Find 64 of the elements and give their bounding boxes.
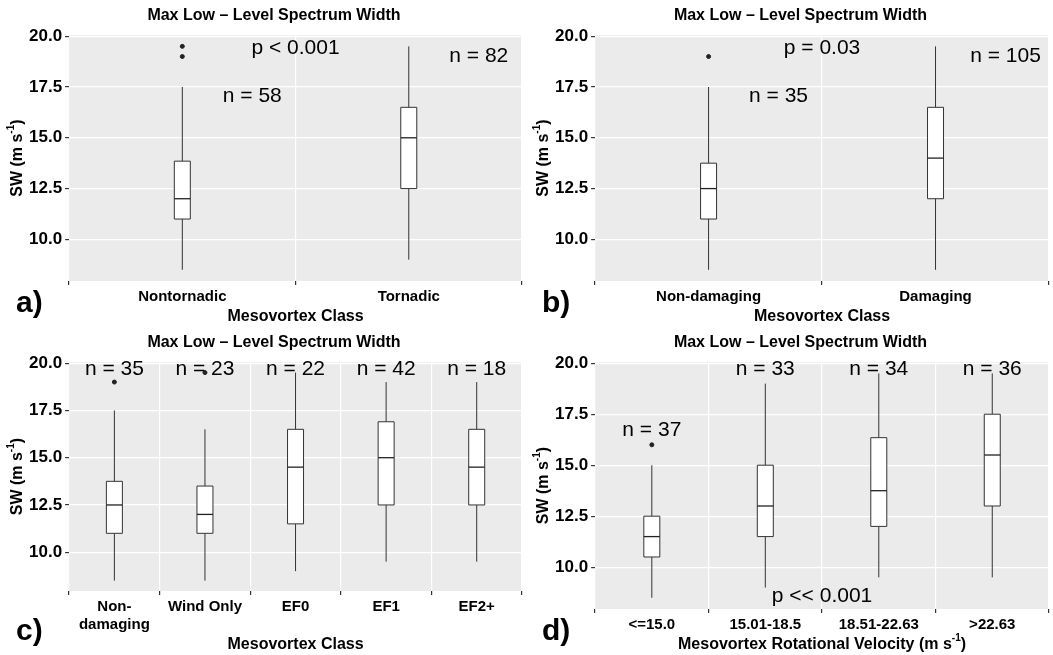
y-axis-title: SW (m s-1) xyxy=(531,446,552,525)
annotation: n = 33 xyxy=(735,356,795,380)
annotation: p << 0.001 xyxy=(771,583,873,607)
annotation: p < 0.001 xyxy=(251,35,340,59)
y-tick-label: 12.5 xyxy=(28,494,63,514)
x-tick-label: Non-damaging xyxy=(656,287,762,305)
annotation: n = 35 xyxy=(749,83,809,107)
annotation: n = 18 xyxy=(447,356,507,380)
chart-title: Max Low – Level Spectrum Width xyxy=(147,333,401,351)
y-tick-label: 17.5 xyxy=(28,76,63,96)
y-axis-title: SW (m s-1) xyxy=(5,119,26,197)
chart-title: Max Low – Level Spectrum Width xyxy=(673,6,928,24)
x-tick-label: 18.51-22.63 xyxy=(838,615,919,633)
y-tick-label: 12.5 xyxy=(554,178,589,198)
annotation: n = 34 xyxy=(849,356,909,380)
x-tick-label: EF1 xyxy=(372,597,400,615)
annotation: n = 105 xyxy=(970,42,1041,66)
text: d) xyxy=(542,613,571,647)
y-tick-label: 12.5 xyxy=(28,178,63,198)
y-tick-label: 12.5 xyxy=(554,505,589,525)
annotation: n = 82 xyxy=(449,42,509,66)
x-tick-label: >22.63 xyxy=(969,615,1016,633)
annotation: p = 0.03 xyxy=(783,35,861,59)
annotation: n = 22 xyxy=(266,356,326,380)
chart-title: Max Low – Level Spectrum Width xyxy=(147,6,401,24)
y-tick-label: 20.0 xyxy=(554,25,589,45)
annotation: n = 35 xyxy=(84,356,144,380)
y-tick-label: 17.5 xyxy=(28,400,63,420)
y-tick-label: 15.0 xyxy=(28,127,63,147)
x-tick-label: EF2+ xyxy=(458,597,496,615)
y-axis-title: SW (m s-1) xyxy=(531,119,552,197)
x-tick-label: EF0 xyxy=(281,597,310,615)
y-tick-label: 20.0 xyxy=(28,352,63,372)
annotation: n = 23 xyxy=(175,356,235,380)
y-tick-label: 15.0 xyxy=(554,454,589,474)
annotation: n = 58 xyxy=(222,83,282,107)
chart-title: Max Low – Level Spectrum Width xyxy=(673,333,928,351)
y-tick-label: 20.0 xyxy=(554,352,589,372)
y-tick-label: 17.5 xyxy=(554,403,589,423)
y-tick-label: 15.0 xyxy=(28,447,63,467)
x-tick-label: <=15.0 xyxy=(628,615,676,633)
y-axis-title: SW (m s-1) xyxy=(5,437,26,516)
x-tick-label: 15.01-18.5 xyxy=(729,615,802,633)
x-tick-label: Wind Only xyxy=(167,597,243,615)
y-tick-label: 10.0 xyxy=(554,229,589,249)
x-tick-label: Tornadic xyxy=(377,287,440,305)
text: c) xyxy=(16,613,43,647)
y-tick-label: 15.0 xyxy=(554,127,589,147)
annotation: n = 42 xyxy=(356,356,416,380)
x-tick-label: Damaging xyxy=(899,287,972,305)
y-tick-label: 20.0 xyxy=(28,25,63,45)
y-tick-label: 10.0 xyxy=(28,229,63,249)
x-axis-title: Mesovortex Class xyxy=(754,307,891,325)
x-axis-title: Mesovortex Class xyxy=(227,307,364,325)
y-tick-label: 10.0 xyxy=(28,541,63,561)
y-tick-label: 10.0 xyxy=(554,556,589,576)
annotation: n = 37 xyxy=(622,417,682,441)
x-tick-label: Nontornadic xyxy=(138,287,227,305)
text: b) xyxy=(542,285,571,319)
x-axis-title: Mesovortex Class xyxy=(227,635,364,653)
text: a) xyxy=(16,285,43,319)
y-tick-label: 17.5 xyxy=(554,76,589,96)
annotation: n = 36 xyxy=(962,356,1022,380)
x-tick-label: Non-damaging xyxy=(78,597,150,633)
